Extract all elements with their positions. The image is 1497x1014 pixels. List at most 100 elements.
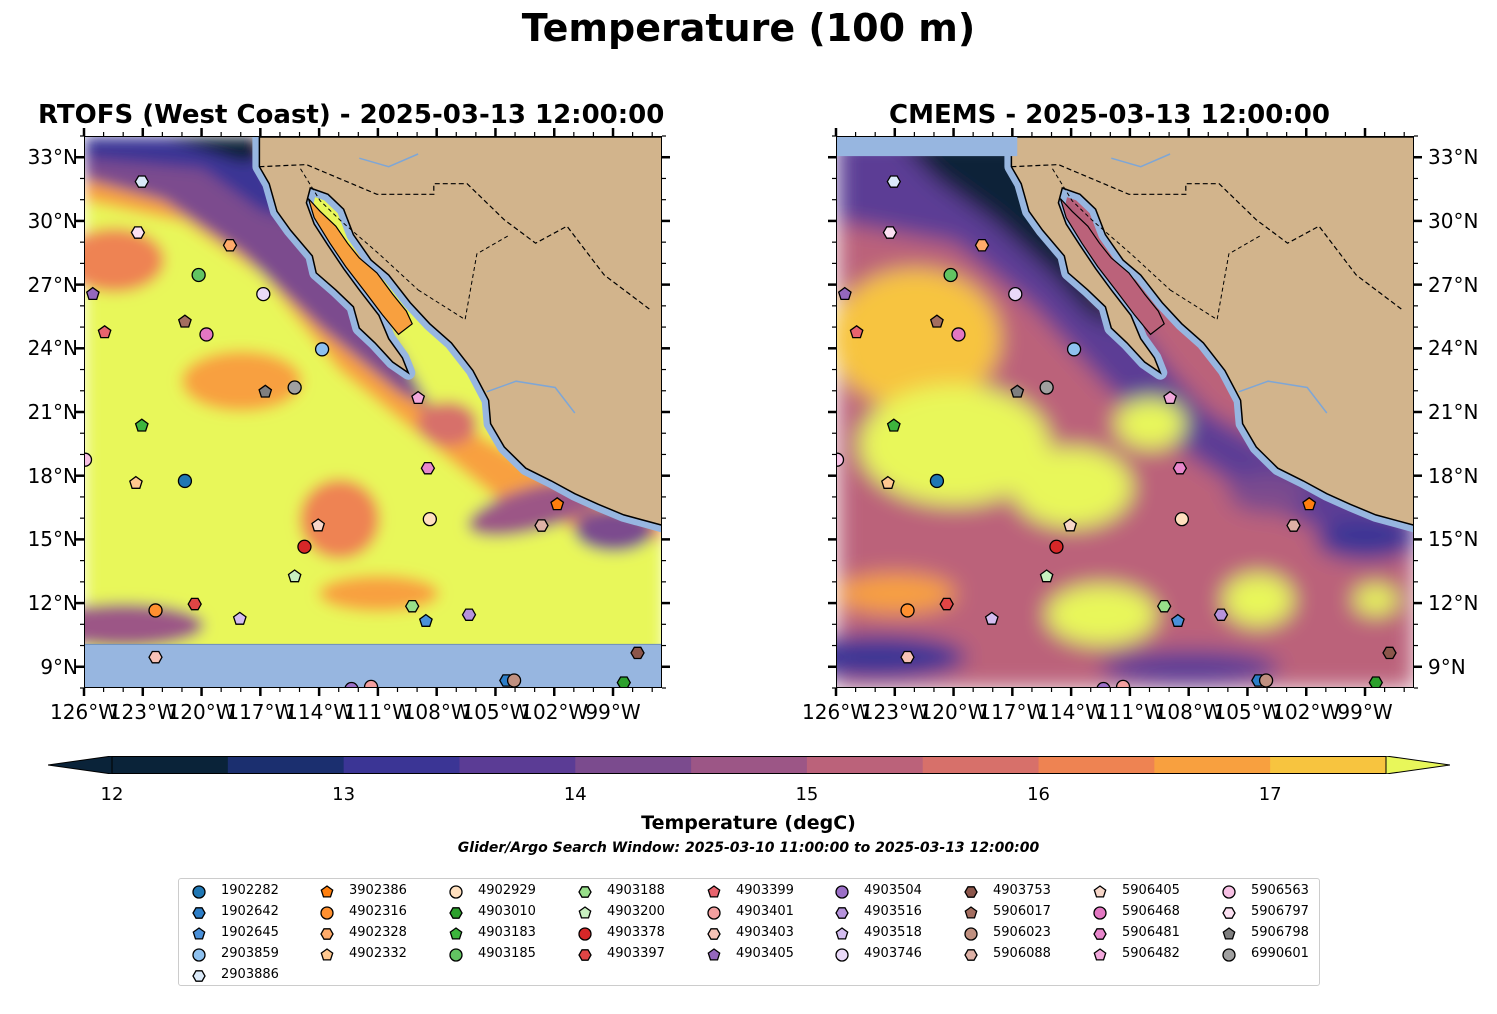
float-legend: 1902282 1902642 1902645 2903859 2903886 39023… (178, 878, 1320, 986)
legend-label: 5906481 (1122, 925, 1180, 940)
cmems-lon-tick-label: 126°W (802, 700, 870, 724)
rtofs-lon-tick-label: 105°W (461, 700, 530, 724)
colorbar-tick-label: 14 (563, 784, 587, 805)
cmems-lat-tick-label: 18°N (1428, 463, 1479, 488)
float-marker-5906023 (506, 673, 522, 687)
legend-marker-pentagon (707, 948, 721, 961)
legend-label: 4903401 (736, 904, 794, 919)
legend-marker-circle (707, 906, 721, 920)
figure-title: Temperature (100 m) (521, 6, 976, 50)
legend-marker-hexagon (192, 907, 206, 919)
float-marker-4903183 (134, 418, 149, 432)
float-marker-2903886 (134, 175, 150, 188)
legend-marker-pentagon (192, 927, 206, 940)
cmems-lon-tick-label: 105°W (1213, 700, 1282, 724)
legend-label: 4903200 (607, 904, 665, 919)
rtofs-lon-tick-label: 102°W (520, 700, 589, 724)
cmems-lat-tick-label: 9°N (1428, 654, 1466, 679)
legend-label: 4903183 (478, 925, 536, 940)
legend-marker-pentagon (320, 885, 334, 898)
float-marker-4903188 (1156, 599, 1172, 613)
float-marker-5906468 (951, 327, 966, 342)
legend-marker-pentagon (449, 927, 463, 940)
float-marker-4903746 (1008, 286, 1023, 302)
rtofs-lon-tick-label: 99°W (585, 700, 641, 724)
float-marker-5906482 (411, 390, 426, 405)
legend-label: 4903746 (864, 946, 922, 961)
cmems-lon-tick-label: 99°W (1337, 700, 1393, 724)
float-marker-2903859 (314, 342, 330, 357)
float-marker-4903518 (232, 611, 247, 625)
float-marker-4903399 (849, 324, 864, 339)
float-marker-4903746 (256, 286, 271, 302)
legend-marker-pentagon (707, 885, 721, 898)
float-marker-5906088 (1286, 519, 1301, 532)
rtofs-lon-tick-label: 126°W (50, 700, 118, 724)
rtofs-lon-tick-label: 120°W (167, 700, 236, 724)
cmems-lat-tick-label: 15°N (1428, 527, 1479, 552)
legend-label: 5906468 (1122, 904, 1180, 919)
float-marker-2903886 (886, 175, 902, 188)
legend-label: 4902316 (349, 904, 407, 919)
rtofs-panel-title: RTOFS (West Coast) - 2025-03-13 12:00:00 (38, 100, 665, 130)
float-marker-4903378 (297, 539, 312, 554)
legend-label: 6990601 (1251, 946, 1309, 961)
legend-marker-circle (449, 948, 463, 962)
legend-label: 4902332 (349, 946, 407, 961)
legend-marker-hexagon (578, 886, 592, 898)
legend-label: 4903010 (478, 904, 536, 919)
float-marker-4903010 (616, 676, 632, 687)
legend-marker-circle (835, 948, 849, 962)
rtofs-lat-tick-label: 24°N (27, 336, 78, 361)
legend-label: 4903399 (736, 883, 794, 898)
legend-label: 4903753 (993, 883, 1051, 898)
cmems-lon-tick-label: 108°W (1154, 700, 1223, 724)
float-marker-4903405 (837, 286, 852, 301)
float-marker-5906017 (929, 314, 944, 328)
float-marker-4903504 (344, 681, 359, 687)
legend-label: 4903397 (607, 946, 665, 961)
rtofs-lat-tick-label: 18°N (27, 463, 78, 488)
colorbar-gradient (47, 755, 1451, 775)
legend-label: 4903516 (864, 904, 922, 919)
float-marker-6990601 (1039, 380, 1054, 395)
float-marker-4903397 (187, 597, 202, 611)
legend-marker-hexagon (1093, 928, 1107, 940)
float-marker-3902386 (550, 496, 565, 511)
float-marker-4903397 (939, 597, 954, 611)
float-marker-4903183 (886, 418, 901, 432)
legend-marker-circle (192, 948, 206, 962)
float-marker-4903403 (900, 650, 915, 664)
rtofs-lon-tick-label: 123°W (108, 700, 177, 724)
float-marker-4902316 (148, 603, 163, 618)
legend-label: 4902929 (478, 883, 536, 898)
cmems-lon-tick-label: 111°W (1095, 700, 1164, 724)
float-marker-4903403 (148, 650, 163, 664)
colorbar (47, 755, 1451, 775)
legend-marker-hexagon (192, 970, 206, 982)
float-marker-4903200 (1039, 569, 1054, 583)
float-marker-5906405 (1063, 518, 1078, 532)
colorbar-tick-label: 12 (100, 784, 124, 805)
float-marker-4903399 (97, 324, 112, 339)
float-marker-5906563 (837, 452, 845, 467)
cmems-lon-tick-label: 120°W (919, 700, 988, 724)
cmems-lat-tick-label: 12°N (1428, 591, 1479, 616)
float-marker-4903010 (1368, 676, 1384, 687)
legend-marker-pentagon (1093, 948, 1107, 961)
float-marker-4902929 (422, 512, 437, 527)
float-marker-5906468 (199, 327, 214, 342)
cmems-map (836, 136, 1414, 688)
colorbar-tick-label: 13 (332, 784, 356, 805)
legend-marker-pentagon (578, 906, 592, 919)
cmems-lat-tick-label: 21°N (1428, 400, 1479, 424)
legend-marker-circle (1222, 948, 1236, 962)
legend-marker-pentagon (1222, 927, 1236, 940)
legend-label: 4902328 (349, 925, 407, 940)
legend-marker-circle (1222, 885, 1236, 899)
float-marker-5906482 (1163, 390, 1178, 405)
float-marker-4902929 (1174, 512, 1189, 527)
float-marker-4903753 (630, 646, 645, 660)
legend-label: 5906017 (993, 904, 1051, 919)
cmems-lon-tick-label: 102°W (1272, 700, 1341, 724)
